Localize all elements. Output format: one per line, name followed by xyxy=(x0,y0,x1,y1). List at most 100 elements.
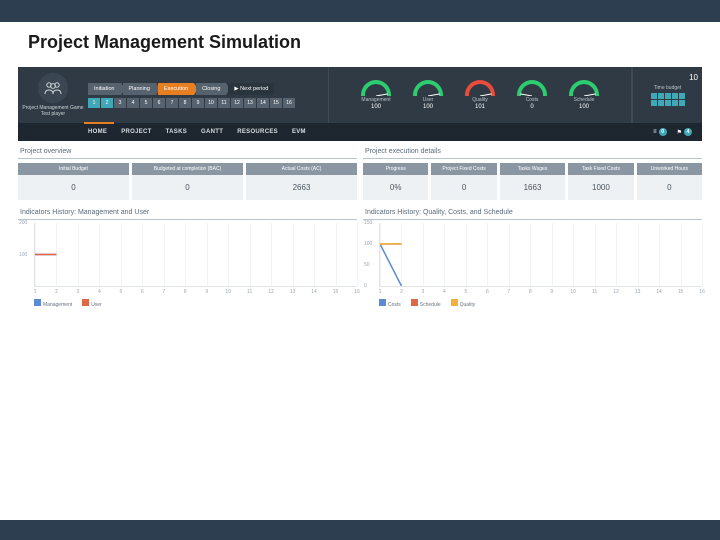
period-cell-16[interactable]: 16 xyxy=(283,98,295,108)
nav-item-resources[interactable]: RESOURCES xyxy=(237,129,278,135)
phase-chip-3[interactable]: Closing xyxy=(196,83,226,95)
gauge-quality: Quality101 xyxy=(458,80,502,110)
period-cell-12[interactable]: 12 xyxy=(231,98,243,108)
kpi-header: Budgeted at completion (BAC) xyxy=(132,163,243,175)
ytick: 100 xyxy=(19,252,27,258)
kpi-value: 1000 xyxy=(568,175,633,200)
phase-chip-0[interactable]: Initiation xyxy=(88,83,121,95)
period-cell-14[interactable]: 14 xyxy=(257,98,269,108)
nav-item-evm[interactable]: EVM xyxy=(292,129,306,135)
execution-title: Project execution details xyxy=(363,145,702,159)
legend-item: User xyxy=(82,299,102,308)
nav-badge-0[interactable]: ≡0 xyxy=(653,128,667,136)
chart-right-title: Indicators History: Quality, Costs, and … xyxy=(363,206,702,220)
avatar-column: Project Management Game Test player xyxy=(18,67,88,123)
xtick: 13 xyxy=(635,289,641,295)
legend-item: Management xyxy=(34,299,72,308)
timebudget-cell xyxy=(679,100,685,106)
toolbar: Project Management Game Test player Init… xyxy=(18,67,702,123)
xtick: 9 xyxy=(550,289,553,295)
legend-item: Costs xyxy=(379,299,401,308)
phase-row: InitiationPlanningExecutionClosing▶ Next… xyxy=(88,83,328,95)
xtick: 13 xyxy=(290,289,296,295)
avatar-line2: Test player xyxy=(41,111,65,117)
kpi-value: 0 xyxy=(431,175,496,200)
gridline xyxy=(357,223,358,286)
timebudget-cell xyxy=(672,100,678,106)
kpi-value: 2663 xyxy=(246,175,357,200)
period-cell-8[interactable]: 8 xyxy=(179,98,191,108)
xtick: 8 xyxy=(184,289,187,295)
phase-chip-1[interactable]: Planning xyxy=(123,83,156,95)
period-cell-15[interactable]: 15 xyxy=(270,98,282,108)
timebudget-cell xyxy=(672,93,678,99)
period-cell-13[interactable]: 13 xyxy=(244,98,256,108)
gridline xyxy=(702,223,703,286)
phase-column: InitiationPlanningExecutionClosing▶ Next… xyxy=(88,67,328,123)
kpi-header: Actual Costs (AC) xyxy=(246,163,357,175)
period-cell-4[interactable]: 4 xyxy=(127,98,139,108)
period-cell-10[interactable]: 10 xyxy=(205,98,217,108)
xtick: 16 xyxy=(699,289,705,295)
ytick: 0 xyxy=(364,283,367,289)
phase-chip-2[interactable]: Execution xyxy=(158,83,194,95)
xtick: 15 xyxy=(678,289,684,295)
kpi-value: 0% xyxy=(363,175,428,200)
period-cell-7[interactable]: 7 xyxy=(166,98,178,108)
timebudget-cell xyxy=(665,100,671,106)
time-budget-grid xyxy=(651,93,685,106)
ytick: 100 xyxy=(364,241,372,247)
xtick: 16 xyxy=(354,289,360,295)
slide-header-band xyxy=(0,0,720,22)
period-cell-1[interactable]: 1 xyxy=(88,98,100,108)
chart-right-block: Indicators History: Quality, Costs, and … xyxy=(363,206,702,308)
overview-panel: Project overview Initial BudgetBudgeted … xyxy=(18,145,357,308)
xtick: 6 xyxy=(141,289,144,295)
execution-panel: Project execution details ProgressProjec… xyxy=(363,145,702,308)
period-cell-5[interactable]: 5 xyxy=(140,98,152,108)
execution-kpi-headers: ProgressProject Fixed CostsTasks WagesTa… xyxy=(363,163,702,175)
timebudget-cell xyxy=(679,93,685,99)
xtick: 1 xyxy=(379,289,382,295)
xtick: 10 xyxy=(570,289,576,295)
phase-chip-4[interactable]: ▶ Next period xyxy=(228,83,274,95)
period-cell-2[interactable]: 2 xyxy=(101,98,113,108)
time-budget-column: 10 Time budget xyxy=(632,67,702,123)
kpi-header: Progress xyxy=(363,163,428,175)
legend-item: Schedule xyxy=(411,299,441,308)
xtick: 5 xyxy=(119,289,122,295)
xtick: 15 xyxy=(333,289,339,295)
avatar-icon xyxy=(38,73,68,103)
nav-item-project[interactable]: PROJECT xyxy=(121,129,151,135)
app-screenshot: Project Management Game Test player Init… xyxy=(18,67,702,312)
period-cell-6[interactable]: 6 xyxy=(153,98,165,108)
period-cell-11[interactable]: 11 xyxy=(218,98,230,108)
kpi-value: 0 xyxy=(18,175,129,200)
gauge-user: User100 xyxy=(406,80,450,110)
chart-left: 20010012345678910111213141516 xyxy=(34,223,357,287)
gauges-column: Management100 User100 Quality101 Costs0 … xyxy=(328,67,632,123)
xtick: 2 xyxy=(55,289,58,295)
kpi-header: Unworked Hours xyxy=(637,163,702,175)
nav-item-gantt[interactable]: GANTT xyxy=(201,129,223,135)
execution-kpi-values: 0%0166310000 xyxy=(363,175,702,200)
chart-right: 15010050012345678910111213141516 xyxy=(379,223,702,287)
ytick: 50 xyxy=(364,262,370,268)
nav-badge-1[interactable]: ⚑4 xyxy=(677,128,692,136)
kpi-header: Project Fixed Costs xyxy=(431,163,496,175)
slide-title: Project Management Simulation xyxy=(0,22,720,61)
nav-item-home[interactable]: HOME xyxy=(88,129,107,135)
period-cell-3[interactable]: 3 xyxy=(114,98,126,108)
xtick: 4 xyxy=(443,289,446,295)
xtick: 11 xyxy=(592,289,597,295)
kpi-value: 0 xyxy=(637,175,702,200)
xtick: 3 xyxy=(77,289,80,295)
overview-kpi-headers: Initial BudgetBudgeted at completion (BA… xyxy=(18,163,357,175)
timebudget-cell xyxy=(651,100,657,106)
kpi-value: 0 xyxy=(132,175,243,200)
xtick: 12 xyxy=(613,289,619,295)
kpi-value: 1663 xyxy=(500,175,565,200)
navbar: HOME PROJECT TASKS GANTT RESOURCES EVM ≡0 ⚑4 xyxy=(18,123,702,141)
nav-item-tasks[interactable]: TASKS xyxy=(166,129,187,135)
period-cell-9[interactable]: 9 xyxy=(192,98,204,108)
